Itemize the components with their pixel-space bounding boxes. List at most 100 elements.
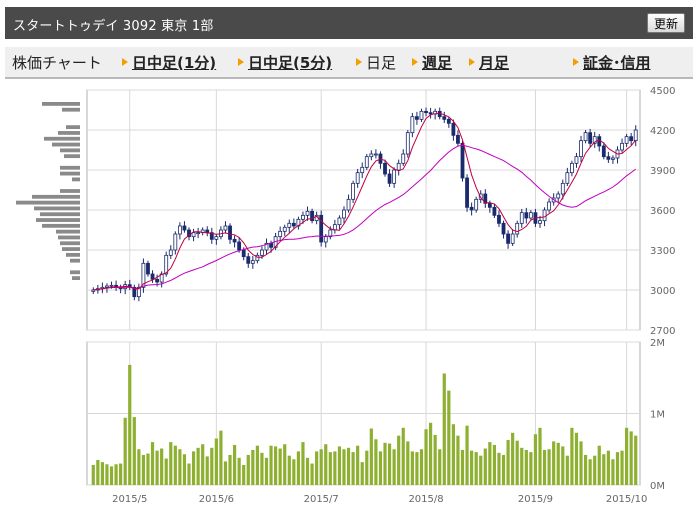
volume-profile-bar [34,206,80,211]
candle-up [583,132,588,142]
volume-bar [292,459,296,485]
volume-bar [606,450,610,485]
candle-up [510,233,515,244]
volume-bar [91,464,95,485]
candle-up [519,212,524,224]
candle-up [342,209,346,219]
tab-intraday-5min[interactable]: 日中足(5分) [248,54,333,72]
candle-up [624,136,629,144]
candle-down [187,229,191,238]
volume-bar [164,458,168,485]
candle-up [574,156,579,164]
volume-bar [196,447,200,485]
candle-up [474,198,479,211]
volume-bar [205,456,209,485]
candle-up [328,229,333,238]
candle-up [392,169,397,184]
candle-up [305,210,310,216]
volume-bar [424,429,428,485]
candle-down [469,206,474,211]
volume-bar [625,427,629,485]
candle-down [483,193,488,204]
volume-bar [474,452,478,485]
candle-down [415,116,419,120]
volume-profile-bar [60,165,80,170]
date-tick-label: 2015/6 [199,494,234,505]
volume-bar [96,459,100,485]
tab-weekly[interactable]: 週足 [422,54,453,72]
candle-down [465,177,469,208]
volume-bar [223,461,228,485]
candle-down [310,210,314,222]
volume-bar [315,451,319,485]
candle-down [597,136,602,147]
candle-up [611,157,615,160]
arrow-icon [238,58,244,66]
volume-bar [114,464,118,485]
volume-tick-label: 1M [650,410,665,421]
volume-bar [470,450,474,485]
tab-bar-label: 株価チャート [12,54,102,72]
candle-down [446,118,451,124]
volume-profile-bar [56,229,80,234]
tab-intraday-1min[interactable]: 日中足(1分) [132,54,217,72]
volume-bar [374,439,378,485]
volume-bar [219,430,223,485]
tab-monthly[interactable]: 月足 [479,54,510,72]
volume-profile-bar [62,247,80,251]
volume-bar [406,441,410,485]
candle-down [501,222,506,235]
volume-profile-bar [58,131,80,135]
volume-bar [187,463,191,485]
volume-bar [547,449,551,485]
date-axis-labels: 2015/5 2015/6 2015/7 2015/8 2015/9 2015/10 [112,494,647,505]
volume-profile-bar [40,212,80,217]
volume-bar [511,432,515,485]
candle-down [232,238,237,243]
volume-bar [533,434,538,485]
volume-bar [274,446,278,485]
volume-profile-bar [44,136,80,141]
candle-down [524,212,529,219]
candle-down [237,241,242,251]
candle-up [264,242,269,251]
candle-up [547,201,552,211]
volume-bar [465,425,469,485]
volume-bar [301,442,305,485]
volume-bar [260,452,264,485]
volume-bar [538,427,542,485]
volume-bar [479,455,483,485]
candle-up [260,249,264,256]
volume-axis-labels: 2M 1M 0M [650,338,665,492]
candle-down [492,206,497,216]
volume-bar [529,452,533,485]
candle-up [173,233,178,251]
volume-bar [383,442,387,485]
volume-bar [146,453,150,485]
ma-short-line [93,112,637,291]
volume-profile-bar [64,154,80,159]
volume-bar [501,454,506,485]
tab-daily: 日足 [366,54,397,72]
candle-down [150,273,155,280]
volume-bar [593,455,597,485]
volume-bar [387,443,392,485]
volume-bar [182,454,187,485]
candle-up [168,249,173,256]
candle-up [569,162,574,174]
volume-profile-bar [70,270,80,275]
refresh-button[interactable]: 更新 [646,13,685,33]
candle-up [196,232,201,235]
tab-margin[interactable]: 証金･信用 [583,54,651,72]
date-tick-label: 2015/9 [518,494,553,505]
candle-down [606,156,611,160]
volume-bar [492,444,497,485]
candle-down [246,256,251,264]
candle-up [419,110,424,120]
candle-up [105,285,109,288]
candle-up [141,262,146,288]
volume-bar [460,449,465,485]
arrow-icon [122,58,128,66]
volume-bar [415,452,419,485]
volume-bar [328,452,332,485]
